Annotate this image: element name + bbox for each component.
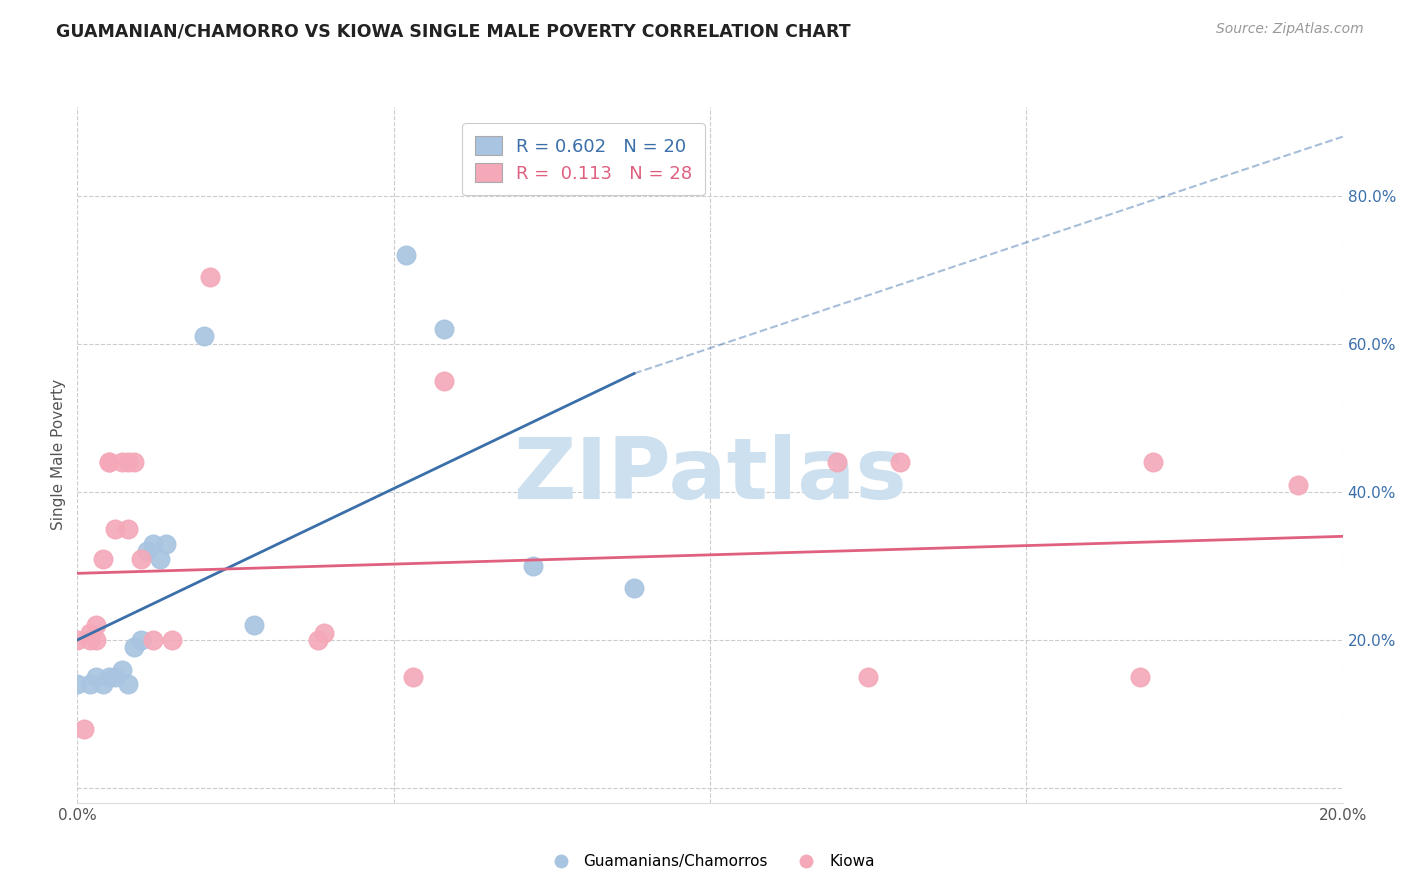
Point bbox=[73, 722, 96, 736]
Point bbox=[142, 537, 165, 551]
Point bbox=[124, 455, 146, 469]
Point bbox=[98, 455, 120, 469]
Point bbox=[825, 455, 848, 469]
Point bbox=[66, 632, 89, 647]
Point bbox=[117, 677, 139, 691]
Point bbox=[79, 625, 101, 640]
Point bbox=[858, 670, 880, 684]
Point bbox=[623, 581, 645, 595]
Point bbox=[243, 618, 266, 632]
Point bbox=[402, 670, 425, 684]
Point bbox=[129, 632, 152, 647]
Text: Source: ZipAtlas.com: Source: ZipAtlas.com bbox=[1216, 22, 1364, 37]
Point bbox=[124, 640, 146, 655]
Point bbox=[86, 618, 108, 632]
Point bbox=[86, 670, 108, 684]
Point bbox=[433, 322, 456, 336]
Point bbox=[98, 670, 120, 684]
Point bbox=[889, 455, 911, 469]
Text: GUAMANIAN/CHAMORRO VS KIOWA SINGLE MALE POVERTY CORRELATION CHART: GUAMANIAN/CHAMORRO VS KIOWA SINGLE MALE … bbox=[56, 22, 851, 40]
Y-axis label: Single Male Poverty: Single Male Poverty bbox=[51, 379, 66, 531]
Text: ZIPatlas: ZIPatlas bbox=[513, 434, 907, 517]
Legend: Guamanians/Chamorros, Kiowa: Guamanians/Chamorros, Kiowa bbox=[540, 848, 880, 875]
Point bbox=[86, 632, 108, 647]
Point bbox=[91, 551, 114, 566]
Point bbox=[149, 551, 172, 566]
Point bbox=[314, 625, 336, 640]
Point bbox=[104, 670, 127, 684]
Point bbox=[1129, 670, 1152, 684]
Point bbox=[142, 632, 165, 647]
Point bbox=[193, 329, 215, 343]
Point bbox=[162, 632, 183, 647]
Point bbox=[91, 677, 114, 691]
Point bbox=[117, 522, 139, 536]
Point bbox=[307, 632, 329, 647]
Point bbox=[111, 663, 132, 677]
Point bbox=[111, 455, 132, 469]
Point bbox=[79, 632, 101, 647]
Point bbox=[66, 677, 89, 691]
Point bbox=[104, 522, 127, 536]
Point bbox=[522, 558, 544, 573]
Point bbox=[129, 551, 152, 566]
Point bbox=[155, 537, 177, 551]
Point bbox=[433, 374, 456, 388]
Point bbox=[200, 270, 222, 285]
Point bbox=[79, 677, 101, 691]
Point bbox=[117, 455, 139, 469]
Point bbox=[1142, 455, 1164, 469]
Point bbox=[1288, 477, 1310, 491]
Point bbox=[136, 544, 159, 558]
Point bbox=[395, 248, 418, 262]
Point bbox=[98, 455, 120, 469]
